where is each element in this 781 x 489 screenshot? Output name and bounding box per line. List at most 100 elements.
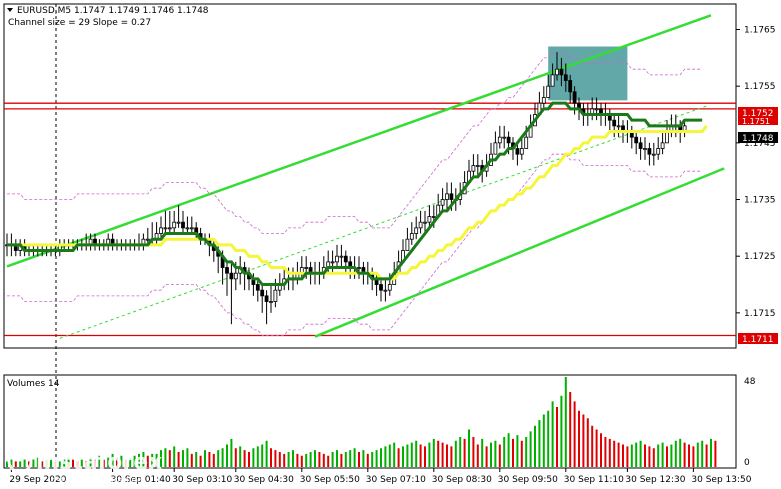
candle-body <box>546 85 551 98</box>
volume-bar <box>204 450 206 467</box>
volume-bar <box>630 444 633 467</box>
volume-bars <box>6 377 717 467</box>
volume-bar <box>318 452 321 467</box>
candle-body <box>357 267 361 269</box>
current-price-badge <box>738 132 778 143</box>
volume-bar <box>454 440 457 467</box>
volume-bar <box>586 418 589 467</box>
price-tick-label: 1.1755 <box>744 82 776 92</box>
collapse-triangle-icon[interactable] <box>7 8 13 12</box>
price-levels <box>4 102 736 337</box>
candle-body <box>423 221 427 224</box>
volume-bar <box>120 455 123 467</box>
volume-bar <box>72 459 74 467</box>
volume-bar <box>336 450 338 467</box>
candle-body <box>594 108 599 111</box>
candle-body <box>383 289 388 292</box>
volume-bar <box>604 437 607 467</box>
volume-bar <box>626 446 629 467</box>
volume-bar <box>498 444 501 467</box>
time-tick-label: 30 Sep 09:50 <box>498 475 558 485</box>
volume-bar <box>406 444 409 467</box>
upper-level-2-badge-text: 1.1751 <box>742 117 770 126</box>
candle-body <box>524 136 529 149</box>
volume-bar <box>133 455 136 467</box>
volume-bar <box>582 414 585 467</box>
candle-body <box>339 255 344 258</box>
volume-bar <box>494 440 497 467</box>
candle-body <box>643 148 647 150</box>
volume-bar <box>270 448 272 467</box>
candle-body <box>379 284 383 291</box>
volume-bar <box>560 395 563 467</box>
time-tick-label: 30 Sep 05:50 <box>300 475 360 485</box>
volume-bar <box>182 450 184 467</box>
volume-bar <box>327 455 330 467</box>
volume-bar <box>243 450 246 467</box>
volume-bar <box>234 448 237 467</box>
volume-bar <box>661 442 664 467</box>
volume-bar <box>89 457 92 467</box>
volume-bar <box>168 450 171 467</box>
volume-scale-max: 48 <box>744 377 756 387</box>
candle-body <box>612 119 617 127</box>
time-tick-label: 29 Sep 2020 <box>9 475 66 485</box>
volume-bar <box>19 461 22 467</box>
candle-body <box>493 142 498 155</box>
price-tick-label: 1.1765 <box>744 26 776 36</box>
volume-bar <box>67 457 70 467</box>
candle-body <box>651 153 656 156</box>
candle-body <box>647 148 652 155</box>
volume-bar <box>573 401 576 467</box>
volume-bar <box>186 448 189 467</box>
volume-bar <box>146 455 149 467</box>
volume-bar <box>80 459 83 467</box>
candle-body <box>343 255 348 263</box>
candle-body <box>225 267 229 274</box>
chart-header: EURUSD,M5 1.1747 1.1749 1.1746 1.1748 Ch… <box>7 6 209 28</box>
volume-bar <box>556 407 558 467</box>
envelope-lower-line <box>7 153 703 336</box>
volume-bar <box>490 442 492 467</box>
candle-body <box>471 165 476 172</box>
volume-bar <box>190 453 193 467</box>
candle-body <box>665 131 669 144</box>
volume-bar <box>683 442 686 467</box>
volume-bar <box>349 450 352 467</box>
volume-bar <box>578 410 580 467</box>
volume-bar <box>278 452 281 467</box>
volume-bar <box>366 453 369 467</box>
watermark-tagline: Instant Forex Trading <box>48 476 143 486</box>
symbol-line: EURUSD,M5 1.1747 1.1749 1.1746 1.1748 <box>17 6 209 16</box>
current-price-badge-text: 1.1748 <box>742 134 774 144</box>
candle-body <box>145 238 150 241</box>
channel-middle-line <box>59 105 707 339</box>
volume-bar <box>344 452 347 467</box>
volume-bar <box>613 440 616 467</box>
candle-body <box>638 142 643 149</box>
volume-panel-title: Volumes 14 <box>7 379 60 389</box>
volume-bar <box>256 446 259 467</box>
volume-bar <box>296 453 299 467</box>
candle-body <box>172 221 177 229</box>
volume-bar <box>177 452 180 467</box>
lower-level-badge <box>738 333 778 344</box>
volume-bar <box>54 461 57 467</box>
watermark-brand: instaforex <box>36 450 162 475</box>
candle-body <box>335 255 339 263</box>
volume-bar <box>309 452 312 467</box>
watermark: instaforex Instant Forex Trading <box>7 448 162 486</box>
volume-bar <box>50 459 52 467</box>
time-tick-label: 30 Sep 12:30 <box>625 475 685 485</box>
candle-body <box>330 261 335 264</box>
volume-bar <box>437 440 440 467</box>
volume-bar <box>353 448 356 467</box>
candle-body <box>185 227 190 230</box>
volume-bar <box>622 444 624 467</box>
volume-bar <box>393 442 396 467</box>
volume-bar <box>274 450 277 467</box>
volume-bar <box>600 433 602 467</box>
candle-body <box>572 91 577 104</box>
candle-body <box>163 227 168 230</box>
